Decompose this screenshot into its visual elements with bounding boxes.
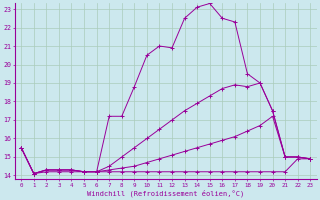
X-axis label: Windchill (Refroidissement éolien,°C): Windchill (Refroidissement éolien,°C) (87, 189, 244, 197)
